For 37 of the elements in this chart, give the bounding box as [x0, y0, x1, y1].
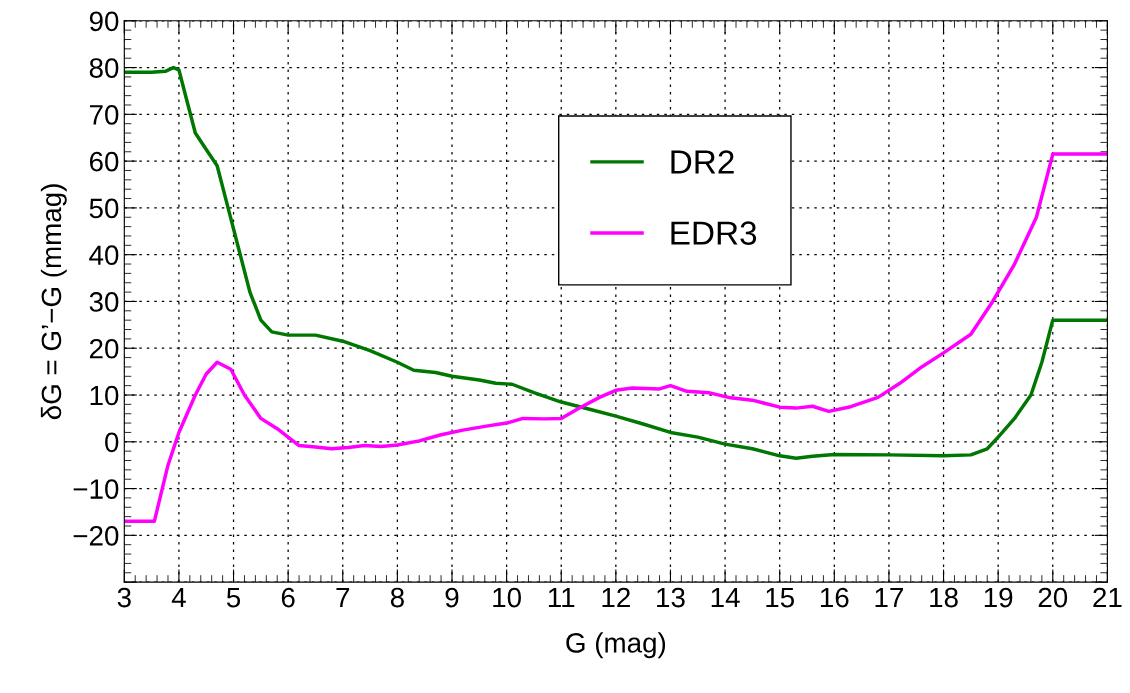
y-tick-label: 30 [89, 292, 119, 312]
legend-label: DR2 [671, 150, 734, 174]
x-tick-label: 8 [390, 587, 404, 608]
y-tick-label: 10 [90, 385, 119, 406]
y-tick-label: 50 [89, 198, 119, 219]
line-series [124, 65, 1108, 460]
y-tick-label: 80 [89, 58, 119, 78]
x-tick-label: 21 [1093, 587, 1122, 608]
y-tick-label: −10 [73, 479, 119, 499]
x-tick-label: 7 [336, 588, 350, 608]
y-tick-label: 90 [89, 11, 119, 32]
legend-label: EDR3 [671, 221, 757, 245]
x-axis-title: G (mag) [566, 632, 666, 659]
x-tick-label: 19 [984, 587, 1013, 608]
x-tick-label: 17 [875, 588, 903, 608]
y-tick-label: 60 [89, 151, 119, 172]
x-tick-label: 11 [548, 588, 575, 608]
y-tick-label: 70 [89, 105, 119, 125]
x-tick-label: 6 [281, 587, 295, 608]
y-tick-label: −20 [73, 526, 119, 546]
x-tick-label: 10 [493, 587, 521, 608]
y-axis-title: δG = G’−G (mmag) [40, 184, 67, 420]
line-series [124, 152, 1108, 524]
x-tick-label: 16 [820, 587, 849, 608]
y-tick-label: 0 [105, 432, 119, 453]
x-tick-label: 9 [445, 587, 459, 608]
x-tick-label: 3 [117, 587, 131, 608]
y-tick-label: 20 [89, 338, 119, 359]
x-tick-label: 12 [602, 587, 630, 608]
y-tick-label: 40 [89, 245, 119, 266]
x-tick-label: 13 [657, 587, 685, 608]
x-tick-label: 20 [1038, 587, 1068, 608]
x-tick-label: 18 [930, 587, 958, 608]
x-tick-label: 5 [226, 588, 241, 608]
x-tick-label: 15 [766, 588, 794, 608]
x-tick-label: 4 [171, 588, 186, 608]
x-tick-label: 14 [711, 588, 740, 608]
